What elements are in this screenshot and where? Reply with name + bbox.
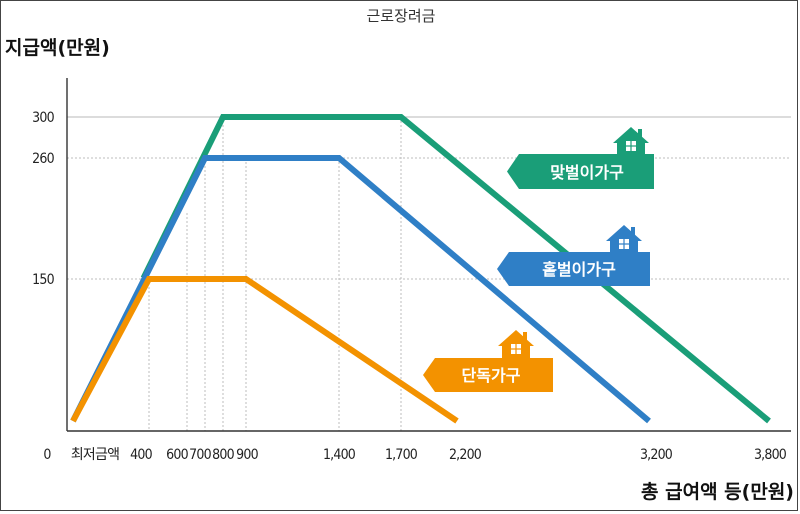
house-icon bbox=[613, 127, 649, 155]
x-tick-label: 1,400 bbox=[323, 447, 356, 463]
y-tick-labels: 300 260 150 bbox=[32, 110, 55, 288]
x-tick-label: 700 bbox=[189, 447, 211, 463]
legend-tag bbox=[497, 252, 650, 286]
x-tick-label: 최저금액 bbox=[71, 447, 119, 463]
x-tick-label: 3,800 bbox=[754, 447, 787, 463]
legend-tag bbox=[423, 358, 553, 392]
x-axis-label: 총 급여액 등(만원) bbox=[641, 481, 794, 503]
legend-label: 홑벌이가구 bbox=[542, 260, 616, 279]
house-icon bbox=[498, 330, 534, 358]
x-tick-label: 900 bbox=[236, 447, 258, 463]
x-tick-label: 1,700 bbox=[385, 447, 418, 463]
x-tick-label: 3,200 bbox=[640, 447, 673, 463]
legend-tag bbox=[507, 154, 654, 189]
y-axis-label: 지급액(만원) bbox=[5, 37, 110, 59]
x-tick-label: 600 bbox=[166, 447, 188, 463]
series-line-2 bbox=[70, 155, 651, 424]
x-tick-labels: 0 최저금액 400 600 700 800 900 1,400 1,700 2,200 3,200… bbox=[43, 447, 787, 463]
house-icon bbox=[606, 225, 642, 253]
y-tick-label: 300 bbox=[32, 110, 54, 126]
axes bbox=[66, 78, 791, 432]
series-lines bbox=[70, 114, 771, 424]
x-tick-label: 0 bbox=[43, 447, 51, 463]
y-tick-label: 150 bbox=[32, 272, 54, 288]
x-tick-label: 800 bbox=[212, 447, 234, 463]
series-line-3 bbox=[70, 276, 459, 424]
legend-label: 맞벌이가구 bbox=[550, 163, 624, 182]
reference-lines bbox=[67, 116, 791, 431]
x-tick-label: 400 bbox=[130, 447, 152, 463]
x-tick-label: 2,200 bbox=[449, 447, 482, 463]
legend-label: 단독가구 bbox=[462, 366, 521, 385]
y-tick-label: 260 bbox=[32, 151, 54, 167]
chart-title: 근로장려금 bbox=[366, 7, 435, 25]
